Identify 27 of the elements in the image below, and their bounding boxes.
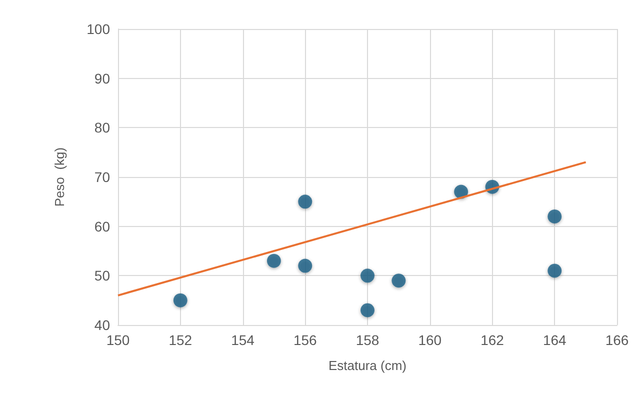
y-tick-label: 80 xyxy=(94,120,110,136)
y-tick-label: 90 xyxy=(94,70,110,86)
x-axis-title: Estatura (cm) xyxy=(328,358,407,373)
y-tick-label: 70 xyxy=(94,169,110,185)
point xyxy=(392,274,406,288)
x-tick-label: 166 xyxy=(605,332,629,348)
x-tick-label: 158 xyxy=(356,332,380,348)
point xyxy=(266,254,281,268)
y-tick-label: 40 xyxy=(94,317,110,333)
x-tick-label: 156 xyxy=(293,332,318,348)
x-tick-label: 162 xyxy=(480,332,504,348)
x-tick-label: 154 xyxy=(231,332,255,348)
x-tick-label: 152 xyxy=(168,332,192,348)
y-tick-label: 60 xyxy=(94,218,110,234)
point xyxy=(548,264,562,278)
x-tick-label: 150 xyxy=(106,332,130,348)
x-tick-label: 160 xyxy=(418,332,442,348)
point xyxy=(360,268,374,283)
point xyxy=(298,258,312,273)
y-axis-title: Peso (kg) xyxy=(52,147,67,207)
point xyxy=(360,303,374,318)
point xyxy=(298,194,312,209)
y-tick-label: 50 xyxy=(94,268,110,284)
y-tick-label: 100 xyxy=(86,21,110,37)
point xyxy=(548,209,562,224)
x-tick-label: 164 xyxy=(542,332,567,348)
point xyxy=(173,293,188,308)
